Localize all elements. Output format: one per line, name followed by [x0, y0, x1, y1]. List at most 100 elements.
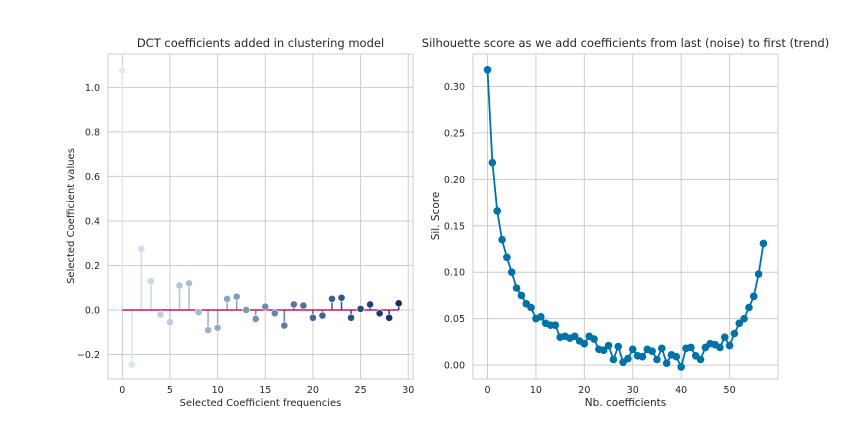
y-tick-label: 0.00 [444, 361, 465, 372]
data-point [551, 321, 560, 329]
stem-marker [118, 66, 127, 75]
stem-marker [394, 299, 403, 308]
data-point [609, 355, 618, 364]
stem-marker [137, 244, 146, 253]
y-axis-label: Selected Coefficient values [66, 148, 77, 284]
data-point [696, 355, 705, 364]
x-tick-label: 50 [724, 385, 736, 396]
stem-marker [166, 318, 174, 327]
data-point [672, 352, 681, 361]
data-point [653, 355, 661, 364]
stem-marker [280, 321, 289, 330]
stem-marker [270, 309, 279, 318]
stem-marker [366, 300, 375, 309]
data-point [580, 339, 589, 348]
data-point [749, 292, 758, 301]
data-point [740, 314, 748, 323]
y-tick-label: −0.2 [77, 350, 100, 361]
stem-marker [204, 326, 212, 334]
x-tick-label: 15 [259, 385, 271, 396]
data-point [507, 268, 516, 277]
data-point [512, 284, 521, 292]
stem-marker [175, 281, 184, 290]
y-tick-label: 0.0 [85, 305, 100, 316]
stem-marker [356, 304, 365, 313]
data-point [730, 329, 739, 338]
x-tick-label: 0 [119, 385, 125, 396]
line-chart-panel: 0 10 20 30 40 500.000.050.100.150.200.250.30 … [422, 36, 829, 409]
x-tick-label: 30 [627, 385, 639, 396]
data-point [754, 270, 763, 278]
y-tick-label: 1.0 [85, 83, 100, 94]
x-tick-label: 25 [355, 385, 367, 396]
stem-marker [213, 323, 222, 332]
data-point [725, 341, 734, 350]
data-point [720, 333, 729, 342]
data-point [590, 335, 598, 343]
y-tick-label: 0.25 [444, 128, 465, 139]
stem-marker [328, 294, 336, 303]
data-point [527, 303, 535, 312]
data-point [716, 343, 724, 352]
x-tick-label: 0 [485, 385, 491, 396]
stem-marker [232, 292, 241, 301]
data-point [735, 319, 744, 328]
stem-marker [347, 313, 355, 322]
stem-marker [242, 306, 251, 314]
data-point [759, 239, 768, 248]
data-point [483, 65, 492, 74]
x-tick-label: 5 [167, 385, 173, 396]
data-point [599, 346, 608, 355]
stem-marker [185, 279, 193, 288]
data-point [658, 344, 666, 353]
y-tick-label: 0.20 [444, 175, 465, 186]
x-axis-label: Nb. coefficients [585, 397, 666, 409]
stem-chart-panel: 0 5 10 15 20 25 30 −0.2 0.0 0.2 0.4 0.6 0.8 1.0 DCT c… [66, 36, 414, 409]
stem-marker [337, 293, 346, 302]
stem-marker [251, 314, 260, 323]
data-point [745, 303, 753, 312]
stem-marker [375, 309, 384, 318]
x-tick-label: 20 [578, 385, 590, 396]
y-tick-label: 0.8 [85, 127, 100, 138]
data-point [604, 341, 613, 350]
data-point [536, 312, 545, 321]
y-tick-label: 0.10 [444, 268, 465, 279]
stem-marker [289, 300, 298, 309]
data-point [687, 343, 695, 352]
data-point [570, 332, 579, 341]
x-tick-label: 10 [530, 385, 542, 396]
x-tick-label: 20 [307, 385, 319, 396]
gridlines [108, 54, 413, 379]
data-point [662, 359, 671, 368]
stem-marker [385, 313, 394, 322]
y-tick-label: 0.2 [85, 261, 100, 272]
data-point [503, 253, 511, 262]
stem-marker [156, 310, 165, 319]
chart-title: Silhouette score as we add coefficients … [422, 36, 829, 50]
x-axis-label: Selected Coefficient frequencies [180, 398, 342, 409]
data-point [628, 345, 637, 354]
y-axis-label: Sil. Score [430, 192, 442, 241]
data-point [498, 235, 506, 244]
x-tick-label: 10 [212, 385, 224, 396]
data-point [677, 363, 685, 371]
stem-marker [194, 308, 203, 317]
x-tick-label: 40 [675, 385, 687, 396]
tick-labels: 0 5 10 15 20 25 30 −0.2 0.0 0.2 0.4 0.6 0.8 1.0 [77, 83, 414, 396]
plot-area [107, 53, 414, 380]
stem-markers [118, 66, 403, 369]
data-point [648, 347, 656, 355]
gridlines [473, 54, 778, 379]
chart-title: DCT coefficients added in clustering mod… [137, 36, 384, 50]
plot-area [472, 53, 779, 380]
y-tick-label: 0.30 [444, 82, 465, 93]
stem-marker [261, 302, 270, 311]
y-tick-label: 0.05 [444, 314, 465, 325]
y-tick-label: 0.15 [444, 221, 465, 232]
stem-marker [309, 313, 317, 322]
data-point [624, 354, 632, 363]
y-tick-label: 0.4 [85, 216, 100, 227]
data-point [614, 342, 623, 351]
